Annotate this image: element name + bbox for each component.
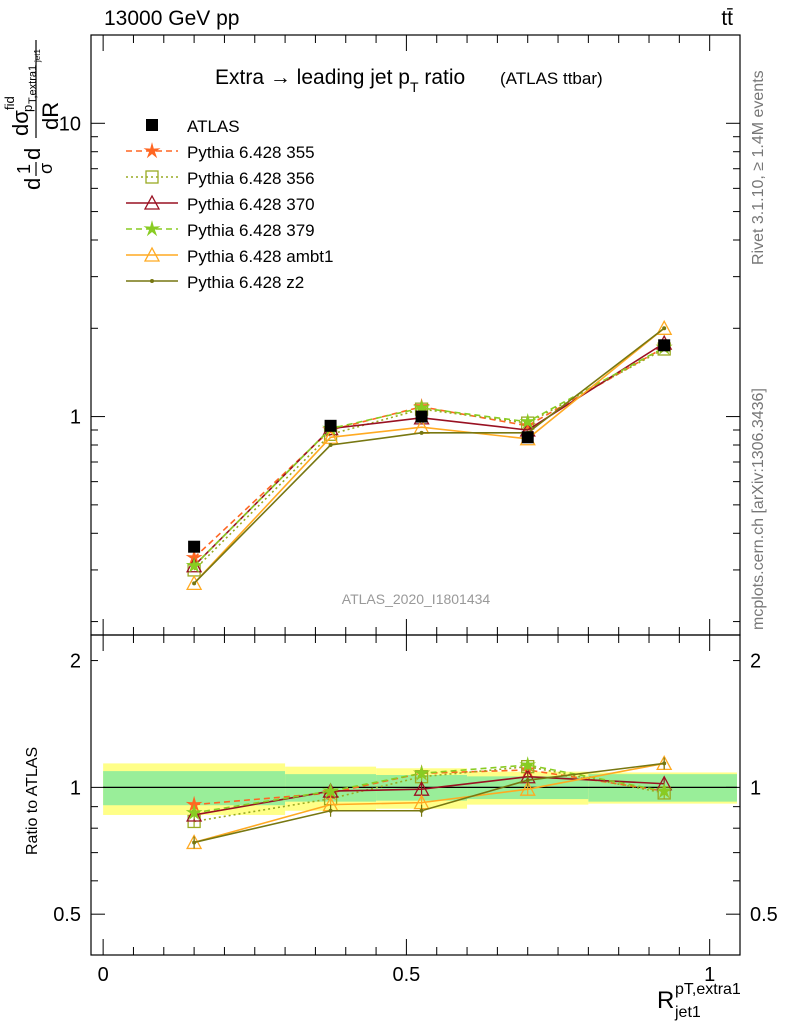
series-4-ratio-point [519, 780, 536, 796]
legend-marker-2 [143, 194, 161, 210]
legend-marker-atlas [146, 119, 158, 131]
main-title: Extra → leading jet pT ratio [215, 66, 465, 95]
ratio-y-tick-label: 2 [70, 651, 81, 673]
ratio-y-tick-label: 1 [70, 777, 81, 799]
series-3-ratio-point [413, 764, 431, 781]
energy-label: 13000 GeV pp [104, 7, 239, 30]
legend: ATLAS Pythia 6.428 355 Pythia 6.428 356 Pyt… [126, 117, 333, 292]
atlas-data-point [521, 431, 534, 444]
x-tick-label: 1 [704, 964, 715, 986]
series-3-ratio-point [322, 782, 339, 799]
main-y-tick-label: 10 [59, 113, 81, 135]
series-5-main-point [419, 430, 424, 435]
ratio-y-tick-label-right: 2 [750, 651, 761, 673]
series-2-main-line [193, 342, 665, 567]
series-3-main-point [413, 399, 430, 416]
ratio-plot-frame [90, 634, 741, 956]
svg-text:1: 1 [14, 164, 34, 174]
svg-text:dR: dR [38, 102, 63, 130]
series-0-main-point [519, 416, 537, 434]
atlas-data-point [658, 339, 671, 352]
ratio-y-axis-label: Ratio to ATLAS [24, 747, 41, 855]
x-axis-label-sup: pT,extra1 [675, 981, 741, 998]
series-4-main-point [656, 319, 673, 335]
svg-text:σ: σ [36, 163, 56, 174]
series-3-main-point [519, 412, 537, 429]
legend-label-4: Pythia 6.428 ambt1 [187, 247, 333, 266]
legend-marker-5 [150, 279, 154, 283]
ratio-y-tick-label: 0.5 [53, 904, 81, 926]
x-axis-label-sub: jet1 [674, 1004, 701, 1021]
svg-text:d: d [20, 148, 45, 160]
svg-text:T,extra1: T,extra1 [27, 65, 39, 104]
series-5-ratio-point [419, 808, 424, 813]
svg-text:jet1: jet1 [33, 49, 42, 63]
series-group [185, 319, 673, 850]
series-4-main-point [186, 574, 203, 591]
legend-label-3: Pythia 6.428 379 [187, 221, 315, 240]
atlas-data-point [324, 419, 337, 432]
legend-marker-1 [145, 170, 159, 184]
series-5-main-point [192, 581, 197, 586]
legend-label-5: Pythia 6.428 z2 [187, 273, 304, 292]
rivet-label: Rivet 3.1.10, ≥ 1.4M events [750, 70, 767, 265]
series-5-ratio-point [662, 761, 667, 766]
main-y-tick-label: 1 [70, 407, 81, 429]
legend-label-0: Pythia 6.428 355 [187, 143, 315, 162]
series-3-ratio-point [519, 756, 537, 773]
x-tick-label: 0 [98, 964, 109, 986]
atlas-data-point [415, 410, 428, 423]
main-y-axis-label: d 1 σ d dσ fid p T,extra1 jet1 dR [2, 40, 63, 190]
ratio-y-tick-label-right: 1 [750, 777, 761, 799]
x-axis-label: R [657, 987, 674, 1014]
svg-text:p: p [20, 105, 35, 112]
series-3-ratio-point [185, 803, 203, 821]
series-5-ratio-point [328, 808, 333, 813]
series-3-main-line [193, 346, 665, 567]
analysis-id: ATLAS_2020_I1801434 [342, 591, 491, 607]
series-2-ratio-point [186, 806, 203, 822]
ratio-y-tick-label-right: 0.5 [750, 904, 778, 926]
series-3-main-point [185, 556, 203, 573]
series-5-ratio-point [525, 778, 530, 783]
mcplots-label: mcplots.cern.ch [arXiv:1306.3436] [750, 388, 767, 630]
legend-label-atlas: ATLAS [187, 117, 240, 136]
main-title-note: (ATLAS ttbar) [500, 69, 603, 88]
series-5-main-line [193, 327, 665, 584]
svg-text:d: d [20, 178, 45, 190]
legend-label-1: Pythia 6.428 356 [187, 169, 315, 188]
legend-marker-4 [143, 246, 161, 262]
series-0-main-line [193, 346, 665, 559]
series-3-ratio-point [655, 782, 673, 799]
series-5-main-point [328, 443, 333, 448]
atlas-data-point [188, 540, 201, 553]
process-label: tt̄ [721, 7, 733, 30]
legend-marker-3 [143, 220, 161, 237]
axis-ticks: 10 1 2 1 0.5 2 1 0.5 0 0.5 1 [53, 34, 778, 986]
legend-label-2: Pythia 6.428 370 [187, 195, 315, 214]
series-5-ratio-point [192, 840, 197, 845]
svg-text:fid: fid [2, 96, 17, 110]
series-5-main-point [662, 326, 667, 331]
series-4-main-line [193, 327, 665, 584]
x-tick-label: 0.5 [392, 964, 420, 986]
svg-text:dσ: dσ [8, 110, 33, 136]
legend-marker-0 [143, 142, 161, 159]
